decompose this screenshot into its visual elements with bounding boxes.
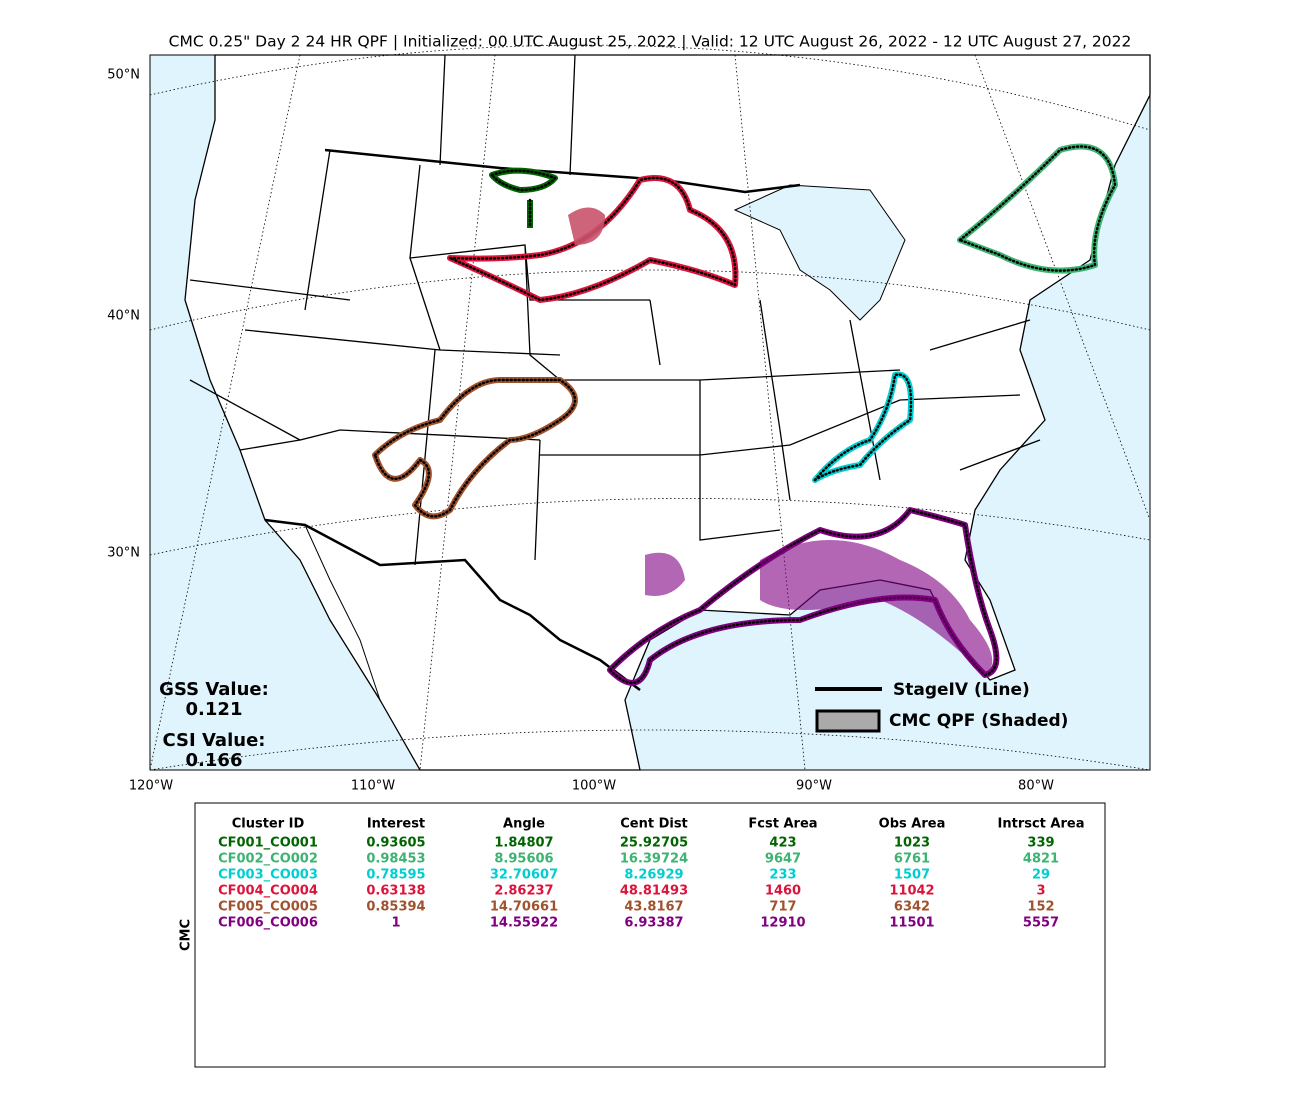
border (264, 518, 641, 691)
table-frame (194, 802, 1106, 1068)
map (149, 44, 1151, 771)
csi-label: CSI Value: (163, 730, 266, 751)
great-lakes (733, 184, 906, 321)
table-cell: 339 (1027, 836, 1054, 851)
table-cell: 8.26929 (624, 868, 683, 883)
table-cell: 29 (1032, 868, 1050, 883)
table-cell: 48.81493 (620, 884, 688, 899)
table-cell: CF005_CO005 (218, 900, 318, 915)
table-cell: 11042 (889, 884, 934, 899)
csi-value: 0.166 (186, 750, 243, 771)
table-cell: CF004_CO004 (218, 884, 318, 899)
column-header: Obs Area (879, 817, 946, 832)
table-cell: 423 (769, 836, 796, 851)
table-cell: 1.84807 (494, 836, 553, 851)
cluster-outline (448, 176, 737, 302)
table-cell: CF002_CO002 (218, 852, 318, 867)
table-cell: 16.39724 (620, 852, 688, 867)
table: Cluster ID Interest Angle Cent Dist Fcst Are… (218, 817, 1084, 931)
table-cell: 3 (1036, 884, 1045, 899)
table-cell: 233 (769, 868, 796, 883)
table-cell: 0.63138 (366, 884, 425, 899)
table-cell: 4821 (1023, 852, 1059, 867)
table-cell: 11501 (889, 916, 934, 931)
table-cell: 12910 (760, 916, 805, 931)
title: CMC 0.25" Day 2 24 HR QPF | Initialized:… (169, 33, 1132, 51)
table-cell: 2.86237 (494, 884, 553, 899)
column-header: Angle (503, 817, 545, 832)
gss-value: 0.121 (186, 699, 243, 720)
table-cell: 1 (391, 916, 400, 931)
table-cell: CF001_CO001 (218, 836, 318, 851)
lon-label: 120°W (129, 779, 173, 794)
gulf-california (304, 524, 381, 701)
column-header: Interest (367, 817, 425, 832)
lon-label: 80°W (1018, 779, 1054, 794)
legend-label: StageIV (Line) (893, 680, 1030, 700)
legend-label: CMC QPF (Shaded) (889, 711, 1068, 731)
legend-patch (815, 709, 881, 733)
table-cell: 25.92705 (620, 836, 688, 851)
column-header: Cluster ID (232, 817, 305, 832)
qpf-shade (645, 540, 993, 675)
cluster-outline (373, 378, 577, 518)
column-header: Fcst Area (748, 817, 817, 832)
column-header: Intrsct Area (998, 817, 1085, 832)
table-cell: 9647 (765, 852, 801, 867)
table-cell: 6761 (894, 852, 930, 867)
table-cell: CF003_CO003 (218, 868, 318, 883)
table-cell: 6342 (894, 900, 930, 915)
table-cell: 32.70607 (490, 868, 558, 883)
qpf-shade (568, 207, 605, 245)
cluster-outline (813, 373, 913, 482)
table-cell: 1460 (765, 884, 801, 899)
cluster-outline (958, 145, 1117, 272)
table-cell: 152 (1027, 900, 1054, 915)
map-frame (149, 54, 1151, 771)
table-cell: 0.78595 (366, 868, 425, 883)
lon-label: 110°W (351, 779, 395, 794)
lat-label: 30°N (107, 546, 140, 561)
table-cell: 14.55922 (490, 916, 558, 931)
table-cell: 0.98453 (366, 852, 425, 867)
lat-label: 40°N (107, 309, 140, 324)
table-cell: 0.93605 (366, 836, 425, 851)
table-cell: 1507 (894, 868, 930, 883)
lon-label: 90°W (796, 779, 832, 794)
column-header: Cent Dist (620, 817, 688, 832)
table-cell: 717 (769, 900, 796, 915)
side-label: CMC (179, 919, 194, 951)
table-cell: 1023 (894, 836, 930, 851)
cluster-outline (490, 169, 557, 230)
gss-label: GSS Value: (159, 679, 269, 700)
table-cell: CF006_CO006 (218, 916, 318, 931)
table-cell: 14.70661 (490, 900, 558, 915)
lon-label: 100°W (572, 779, 616, 794)
table-cell: 5557 (1023, 916, 1059, 931)
table-cell: 8.95606 (494, 852, 553, 867)
table-cell: 43.8167 (624, 900, 683, 915)
table-cell: 0.85394 (366, 900, 425, 915)
lat-label: 50°N (107, 68, 140, 83)
table-cell: 6.93387 (624, 916, 683, 931)
